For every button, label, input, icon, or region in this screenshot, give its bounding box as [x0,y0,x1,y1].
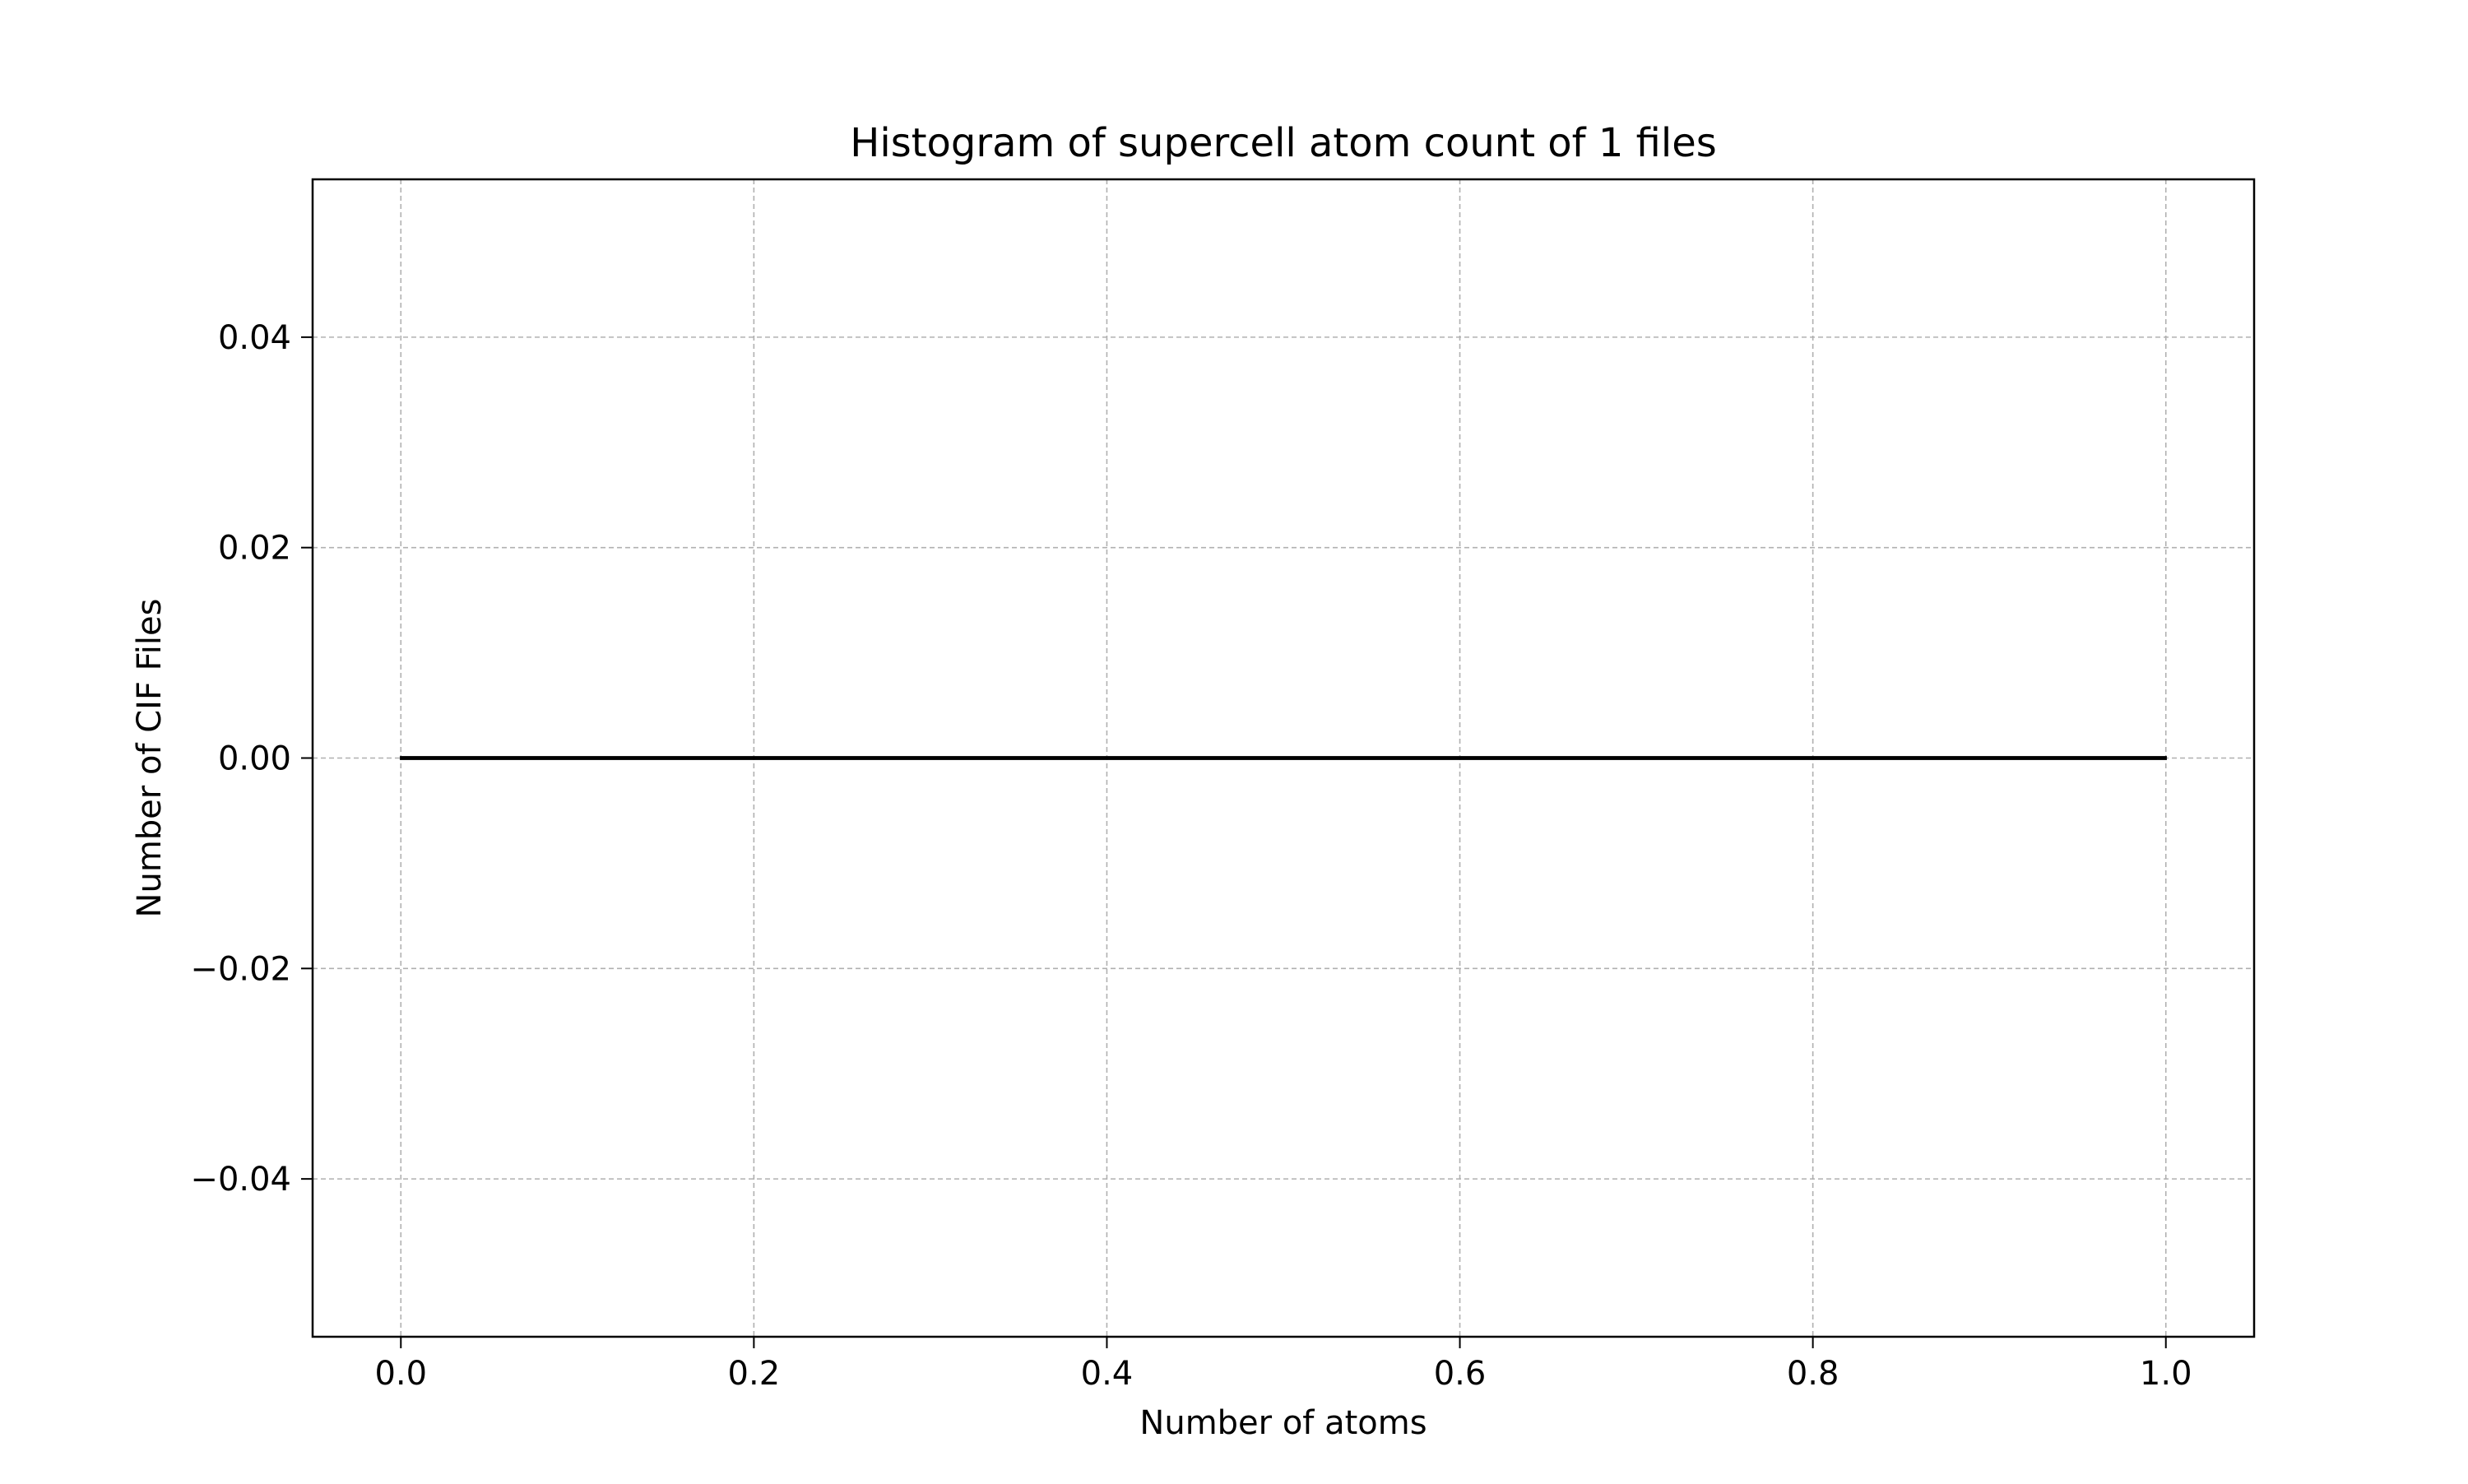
y-tick-label: −0.02 [190,950,291,988]
y-tick-label: −0.04 [190,1161,291,1199]
chart-title: Histogram of supercell atom count of 1 f… [850,120,1716,166]
x-axis-label: Number of atoms [1139,1404,1427,1442]
y-tick-label: 0.00 [218,740,291,778]
histogram-bar [400,756,2167,760]
x-tick-label: 0.0 [374,1355,427,1393]
y-tick-label: 0.04 [218,319,291,357]
y-axis-label: Number of CIF Files [131,599,169,918]
x-tick-label: 1.0 [2140,1355,2192,1393]
x-tick-label: 0.8 [1787,1355,1839,1393]
histogram-bars [400,756,2167,760]
x-tick-label: 0.4 [1081,1355,1134,1393]
y-tick-label: 0.02 [218,530,291,568]
x-tick-label: 0.6 [1434,1355,1487,1393]
axis-ticks: 0.0 0.2 0.4 0.6 0.8 1.0 0.04 0.02 0.00 −0.02 −0.04 [190,319,2192,1393]
x-tick-label: 0.2 [728,1355,781,1393]
